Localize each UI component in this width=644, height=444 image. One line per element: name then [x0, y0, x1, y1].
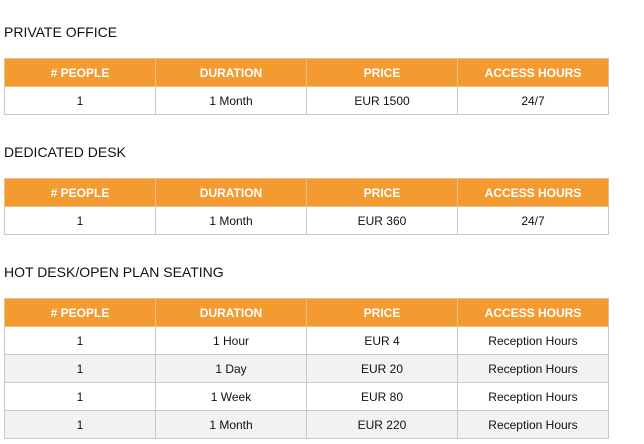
column-header: ACCESS HOURS [457, 178, 609, 207]
table-cell: Reception Hours [457, 354, 609, 383]
table-cell: 1 Day [155, 354, 307, 383]
header-row: # PEOPLE DURATION PRICE ACCESS HOURS [4, 298, 609, 327]
column-header: ACCESS HOURS [457, 58, 609, 87]
table-cell: Reception Hours [457, 382, 609, 411]
table-cell: 1 [4, 382, 156, 411]
column-header: DURATION [155, 178, 307, 207]
column-header: # PEOPLE [4, 298, 156, 327]
table-cell: 1 [4, 206, 156, 235]
pricing-table: # PEOPLE DURATION PRICE ACCESS HOURS 1 1 Mont… [4, 58, 609, 115]
table-cell: 1 Month [155, 86, 307, 115]
column-header: ACCESS HOURS [457, 298, 609, 327]
section-title: HOT DESK/OPEN PLAN SEATING [4, 264, 224, 280]
table-cell: 1 Week [155, 382, 307, 411]
table-cell: Reception Hours [457, 326, 609, 355]
table-cell: EUR 1500 [306, 86, 458, 115]
table-cell: 1 Month [155, 410, 307, 439]
column-header: DURATION [155, 58, 307, 87]
column-header: PRICE [306, 298, 458, 327]
column-header: PRICE [306, 178, 458, 207]
table-cell: 1 Hour [155, 326, 307, 355]
table-cell: EUR 4 [306, 326, 458, 355]
column-header: PRICE [306, 58, 458, 87]
column-header: # PEOPLE [4, 58, 156, 87]
table-cell: 1 Month [155, 206, 307, 235]
table-cell: Reception Hours [457, 410, 609, 439]
table-cell: 1 [4, 326, 156, 355]
table-cell: EUR 20 [306, 354, 458, 383]
table-cell: EUR 80 [306, 382, 458, 411]
section-title: DEDICATED DESK [4, 144, 126, 160]
header-row: # PEOPLE DURATION PRICE ACCESS HOURS [4, 178, 609, 207]
pricing-table: # PEOPLE DURATION PRICE ACCESS HOURS 1 1 Hour… [4, 298, 609, 439]
column-header: DURATION [155, 298, 307, 327]
table-cell: 1 [4, 354, 156, 383]
table-cell: 1 [4, 410, 156, 439]
header-row: # PEOPLE DURATION PRICE ACCESS HOURS [4, 58, 609, 87]
pricing-table: # PEOPLE DURATION PRICE ACCESS HOURS 1 1 Mont… [4, 178, 609, 235]
table-cell: 24/7 [457, 86, 609, 115]
table-cell: 1 [4, 86, 156, 115]
table-cell: 24/7 [457, 206, 609, 235]
table-cell: EUR 360 [306, 206, 458, 235]
section-title: PRIVATE OFFICE [4, 24, 118, 40]
column-header: # PEOPLE [4, 178, 156, 207]
table-cell: EUR 220 [306, 410, 458, 439]
